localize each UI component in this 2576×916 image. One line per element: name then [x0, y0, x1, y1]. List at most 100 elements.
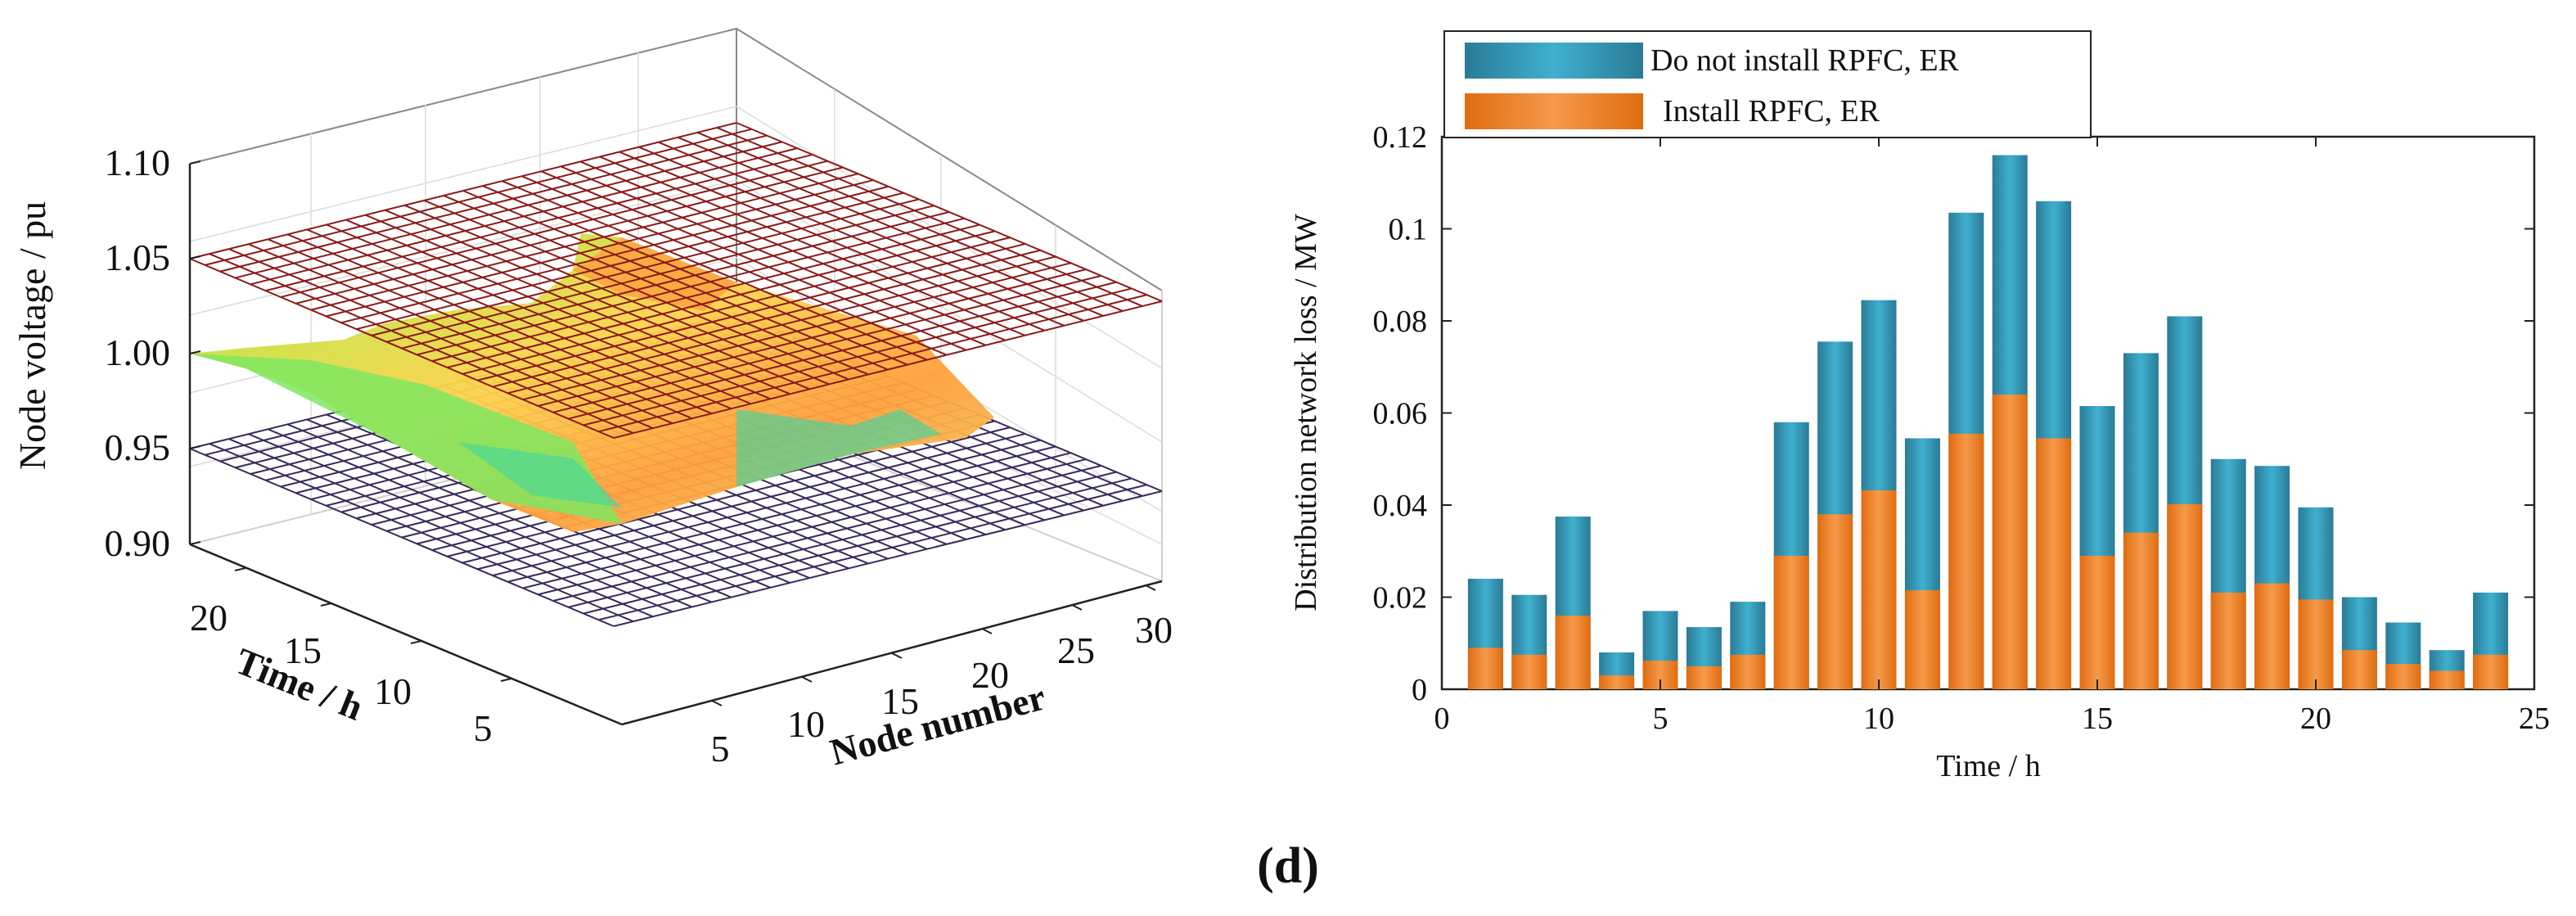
mesh-line [417, 217, 965, 356]
y-tick-label: 0.06 [1373, 397, 1428, 431]
mesh-line [326, 179, 874, 318]
bar-chart: 0 5 10 15 20 25 0 0.02 0.04 0.06 0.08 0.1 0.12 Time… [1289, 30, 2550, 783]
x-tick-label: 25 [1057, 629, 1095, 671]
y-tick-label: 0 [1412, 673, 1427, 707]
bar-series [1467, 155, 2509, 689]
z-axis: 1.10 1.05 1.00 0.95 0.90 Node voltage / … [11, 142, 201, 564]
legend-swatch-install [1465, 93, 1643, 129]
z-tick-label: 0.90 [105, 522, 171, 564]
x-tick-label: 10 [1863, 702, 1894, 736]
mesh-line [492, 439, 1041, 576]
bar-install [1467, 648, 1503, 689]
bar-install [1555, 616, 1591, 689]
y-tick-mark [320, 602, 332, 607]
z-tick-label: 1.05 [105, 237, 171, 278]
y-tick-mark [500, 678, 512, 682]
mesh-line [371, 198, 920, 336]
mesh-line [447, 230, 995, 368]
mesh-line [340, 185, 889, 324]
mesh-line [265, 153, 813, 292]
mesh-line [613, 300, 1163, 439]
bar-install [1817, 514, 1853, 689]
x-tick-label: 0 [1434, 702, 1450, 736]
mesh-line [431, 223, 980, 363]
z-axis-label: Node voltage / pu [11, 201, 53, 470]
y-tick-label: 10 [374, 670, 412, 712]
x-axis: 5 10 15 20 25 30 Node number [621, 580, 1173, 774]
bar-install [1686, 666, 1722, 689]
z-tick-mark [189, 255, 201, 259]
mesh-line [568, 471, 1117, 608]
mesh-line [538, 458, 1087, 596]
mesh-line [235, 141, 782, 279]
y-tick-mark [234, 567, 246, 571]
y-tick-label: 0.12 [1373, 120, 1428, 155]
legend-label-install: Install RPFC, ER [1663, 94, 1880, 129]
bar-install [1948, 433, 1984, 689]
bar-install [1511, 654, 1547, 689]
z-tick-mark [189, 541, 201, 545]
mesh-line [492, 249, 1041, 388]
z-tick-mark [189, 445, 201, 449]
bar-install [2429, 670, 2465, 689]
bar-install [2210, 592, 2246, 689]
x-tick-label: 15 [881, 680, 919, 722]
surface-plot: 1.10 1.05 1.00 0.95 0.90 Node voltage / … [11, 27, 1173, 774]
z-tick-mark [189, 160, 201, 165]
x-tick-mark [981, 628, 993, 634]
bar-install [1861, 490, 1897, 689]
legend-label-no-install: Do not install RPFC, ER [1651, 43, 1960, 78]
mesh-line [583, 287, 1133, 426]
mesh-line [583, 477, 1133, 615]
z-tick-label: 1.10 [105, 142, 171, 183]
y-tick-label: 20 [190, 597, 227, 638]
x-tick-label: 20 [2300, 702, 2331, 736]
z-tick-mark [189, 350, 201, 354]
bar-install [2167, 503, 2203, 689]
x-tick-label: 5 [711, 728, 730, 769]
bar-install [1599, 675, 1635, 689]
mesh-line [598, 294, 1147, 433]
x-tick-label: 5 [1653, 702, 1669, 736]
mesh-line [219, 134, 768, 273]
x-tick-label: 20 [971, 654, 1009, 696]
bar-install [2473, 654, 2509, 689]
upper-limit-plane [189, 122, 1163, 439]
bar-install [2341, 650, 2377, 689]
mesh-line [522, 452, 1071, 589]
mesh-line [568, 281, 1117, 420]
bar-install [2385, 664, 2421, 689]
bar-install [2123, 532, 2159, 689]
mesh-line [189, 122, 737, 259]
bar-install [2298, 599, 2334, 689]
panel-label: (d) [1257, 838, 1319, 894]
bar-install [2079, 555, 2115, 689]
x-tick-label: 15 [2082, 702, 2113, 736]
mesh-line [507, 255, 1056, 395]
y-axis-label: Distribution network loss / MW [1289, 214, 1323, 611]
bar-install [1773, 555, 1809, 689]
mesh-line [462, 426, 1011, 564]
legend: Do not install RPFC, ER Install RPFC, ER [1443, 30, 2092, 138]
x-tick-mark [1145, 584, 1156, 591]
y-ticks: 0 0.02 0.04 0.06 0.08 0.1 0.12 [1373, 120, 2534, 707]
mesh-line [356, 192, 904, 331]
mesh-line [386, 205, 934, 343]
bar-install [1992, 395, 2028, 689]
bar-install [2036, 438, 2072, 689]
y-tick-mark [410, 640, 422, 644]
x-tick-label: 30 [1135, 609, 1173, 651]
x-ticks: 0 5 10 15 20 25 [1434, 137, 2550, 736]
bar-install [2254, 583, 2290, 689]
bar-install [1904, 590, 1940, 689]
mesh-line [250, 147, 798, 286]
mesh-line [522, 262, 1071, 401]
y-tick-label: 0.1 [1389, 213, 1428, 247]
mesh-line [280, 160, 828, 298]
x-tick-label: 10 [787, 703, 825, 745]
y-tick-label: 15 [284, 629, 322, 671]
mesh-line [507, 445, 1056, 583]
z-tick-label: 1.00 [105, 332, 171, 373]
y-tick-label: 0.04 [1373, 489, 1428, 523]
mesh-line [401, 211, 950, 350]
